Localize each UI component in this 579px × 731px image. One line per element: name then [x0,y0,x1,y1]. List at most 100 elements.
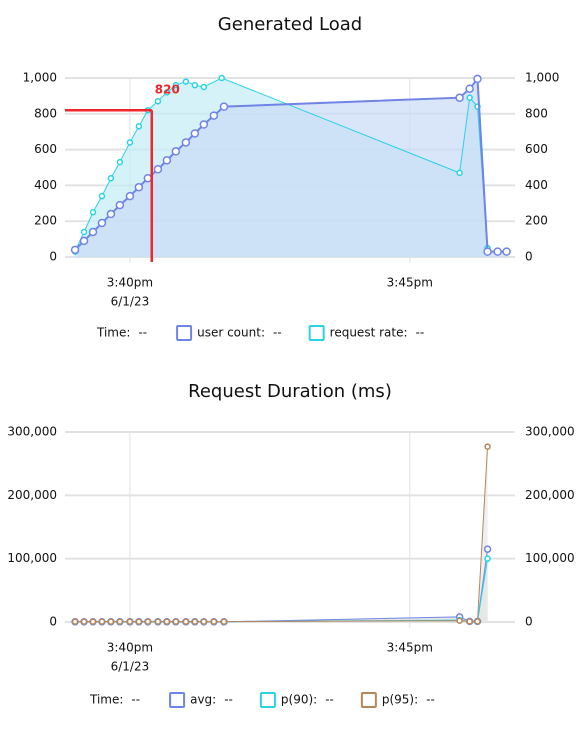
data-point [107,174,115,182]
y2-tick-label: 300,000 [525,425,575,439]
data-point [493,247,502,256]
series-area [75,446,488,622]
legend-text: -- [131,693,140,707]
data-point [182,78,190,85]
legend-text: Time: [96,326,130,340]
legend-swatch [176,325,193,341]
y-tick-label: 800 [34,106,57,120]
chart-title: Generated Load [218,14,362,35]
data-point [125,191,135,201]
data-point [80,228,88,236]
chart: Request Duration (ms) 0 100,000 200,000 300,… [7,381,575,708]
data-point [135,123,143,130]
data-point [126,139,134,146]
x-tick-label: 3:40pm [107,641,153,655]
legend-text: user count: [197,326,265,340]
legend-swatch [360,692,377,708]
data-point [89,618,97,625]
data-point [465,84,474,93]
x-tick-label: 3:45pm [387,276,433,290]
data-point [153,165,163,174]
legend-swatch [169,692,186,708]
legend-swatch [308,325,325,341]
y-tick-label: 300,000 [7,425,57,439]
y2-tick-label: 100,000 [525,551,575,565]
y2-tick-label: 600 [525,142,548,156]
data-point [154,98,162,105]
crosshair-label: 820 [155,83,180,97]
data-point [181,138,191,147]
data-point [71,618,79,625]
data-point [88,227,98,237]
chart: Generated Load 0 200 400 600 800 1,000 0 200 400 6… [23,14,559,341]
legend-text: -- [426,693,435,707]
y2-tick-label: 1,000 [525,71,559,85]
y-tick-label: 1,000 [23,71,57,85]
data-point [484,555,491,562]
data-point [191,81,199,89]
legend-text: -- [224,693,233,707]
data-point [483,247,492,256]
legend-text: -- [416,326,425,340]
data-point [483,545,492,553]
data-point [200,618,208,625]
legend-text: p(95): [382,693,418,707]
data-point [456,169,463,177]
data-point [163,89,171,96]
data-point [182,618,190,625]
data-point [154,618,162,625]
series-line [74,77,489,252]
legend-text: request rate: [330,326,408,340]
legend-text: -- [273,326,282,340]
data-point [502,247,511,256]
legend: Time: -- avg: -- p(90): -- p(95): -- [89,692,435,708]
data-point [210,618,218,625]
series-line [75,446,489,623]
data-point [126,618,134,625]
y2-tick-label: 200,000 [525,488,575,502]
x-tick-label: 3:45pm [387,641,433,655]
data-point [162,156,172,165]
y2-tick-label: 0 [525,250,533,264]
y2-tick-label: 400 [525,178,548,192]
data-point [97,218,107,228]
legend-text: avg: [190,693,216,707]
series-area [75,549,488,622]
legend-text: -- [138,326,147,340]
y-tick-label: 0 [49,250,57,264]
data-point [116,618,124,625]
y2-tick-label: 800 [525,106,548,120]
data-point [98,192,106,200]
x-tick-sublabel: 6/1/23 [111,660,150,674]
data-point [116,158,124,166]
data-point [474,618,481,625]
data-point [115,200,125,210]
data-point [144,618,152,625]
data-point [218,74,225,82]
data-point [220,618,228,625]
chart-title: Request Duration (ms) [188,381,392,402]
x-tick-label: 3:40pm [107,276,153,290]
data-point [209,111,219,120]
y2-tick-label: 200 [525,214,548,228]
data-point [190,129,200,138]
data-point [79,236,89,246]
legend-text: p(90): [281,693,317,707]
legend-text: Time: [89,693,123,707]
data-point [143,173,153,183]
data-point [80,618,88,625]
data-point [89,209,97,216]
y-tick-label: 600 [34,142,57,156]
data-point [191,618,199,625]
data-point [466,618,473,625]
data-point [106,209,116,219]
y2-tick-label: 0 [525,615,533,629]
data-point [107,618,115,625]
y-tick-label: 400 [34,178,57,192]
data-point [199,120,209,129]
data-point [171,147,181,156]
data-point [134,182,144,192]
data-point [98,618,106,625]
x-tick-sublabel: 6/1/23 [111,295,150,309]
